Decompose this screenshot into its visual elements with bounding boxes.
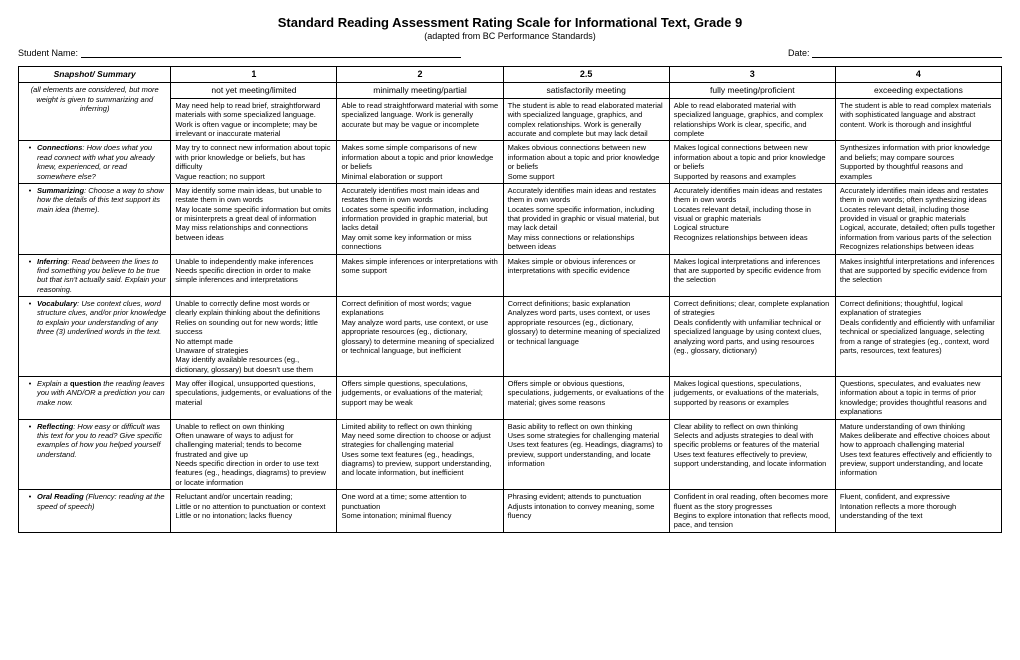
snapshot-cell: The student is able to read complex mate… <box>835 98 1001 141</box>
rubric-cell: Confident in oral reading, often becomes… <box>669 490 835 533</box>
criterion-header: •Vocabulary: Use context clues, word str… <box>19 297 171 377</box>
date-field[interactable]: Date: <box>788 47 1002 58</box>
snapshot-cell: Able to read straightforward material wi… <box>337 98 503 141</box>
scale-label: minimally meeting/partial <box>337 83 503 99</box>
snapshot-cell: Able to read elaborated material with sp… <box>669 98 835 141</box>
rubric-cell: Phrasing evident; attends to punctuation… <box>503 490 669 533</box>
rubric-cell: Accurately identifies main ideas and res… <box>835 183 1001 254</box>
rubric-cell: Basic ability to reflect on own thinking… <box>503 419 669 490</box>
rubric-cell: Correct definitions; clear, complete exp… <box>669 297 835 377</box>
scale-label: fully meeting/proficient <box>669 83 835 99</box>
rubric-cell: Makes logical connections between new in… <box>669 141 835 184</box>
scale-label: not yet meeting/limited <box>171 83 337 99</box>
scale-label: exceeding expectations <box>835 83 1001 99</box>
rubric-cell: Makes logical questions, speculations, j… <box>669 377 835 420</box>
snapshot-cell: May need help to read brief, straightfor… <box>171 98 337 141</box>
rubric-cell: Fluent, confident, and expressiveIntonat… <box>835 490 1001 533</box>
rubric-cell: Correct definition of most words; vague … <box>337 297 503 377</box>
rubric-cell: Unable to independently make inferencesN… <box>171 254 337 297</box>
col-header-snapshot: Snapshot/ Summary <box>19 67 171 83</box>
rubric-cell: Clear ability to reflect on own thinking… <box>669 419 835 490</box>
rubric-table: Snapshot/ Summary122.534 (all elements ar… <box>18 66 1002 533</box>
page-title: Standard Reading Assessment Rating Scale… <box>18 15 1002 30</box>
rubric-cell: Makes simple inferences or interpretatio… <box>337 254 503 297</box>
criterion-header: •Oral Reading (Fluency: reading at the s… <box>19 490 171 533</box>
rubric-cell: Unable to reflect on own thinkingOften u… <box>171 419 337 490</box>
page-subtitle: (adapted from BC Performance Standards) <box>18 31 1002 41</box>
rubric-cell: Correct definitions; thoughtful, logical… <box>835 297 1001 377</box>
rubric-cell: Makes obvious connections between new in… <box>503 141 669 184</box>
criterion-header: •Connections: How does what you read con… <box>19 141 171 184</box>
col-header: 2.5 <box>503 67 669 83</box>
rubric-cell: Limited ability to reflect on own thinki… <box>337 419 503 490</box>
rubric-cell: Makes some simple comparisons of new inf… <box>337 141 503 184</box>
rubric-cell: Makes simple or obvious inferences or in… <box>503 254 669 297</box>
col-header: 4 <box>835 67 1001 83</box>
rubric-cell: Makes logical interpretations and infere… <box>669 254 835 297</box>
criterion-header: •Reflecting: How easy or difficult was t… <box>19 419 171 490</box>
rubric-cell: Questions, speculates, and evaluates new… <box>835 377 1001 420</box>
rubric-cell: Accurately identifies main ideas and res… <box>503 183 669 254</box>
col-header: 3 <box>669 67 835 83</box>
snapshot-cell: The student is able to read elaborated m… <box>503 98 669 141</box>
col-header: 2 <box>337 67 503 83</box>
criterion-header: •Inferring: Read between the lines to fi… <box>19 254 171 297</box>
rubric-cell: Unable to correctly define most words or… <box>171 297 337 377</box>
criterion-header: •Summarizing: Choose a way to show how t… <box>19 183 171 254</box>
rubric-cell: Synthesizes information with prior knowl… <box>835 141 1001 184</box>
rubric-cell: May offer illogical, unsupported questio… <box>171 377 337 420</box>
col-header: 1 <box>171 67 337 83</box>
student-name-field[interactable]: Student Name: <box>18 47 461 58</box>
criterion-header: •Explain a question the reading leaves y… <box>19 377 171 420</box>
rubric-cell: Accurately identifies main ideas and res… <box>669 183 835 254</box>
rubric-cell: Correct definitions; basic explanationAn… <box>503 297 669 377</box>
rubric-cell: Offers simple questions, speculations, j… <box>337 377 503 420</box>
name-date-row: Student Name: Date: <box>18 47 1002 58</box>
rubric-cell: One word at a time; some attention to pu… <box>337 490 503 533</box>
rubric-cell: Accurately identifies most main ideas an… <box>337 183 503 254</box>
rubric-cell: May identify some main ideas, but unable… <box>171 183 337 254</box>
rubric-cell: Makes insightful interpretations and inf… <box>835 254 1001 297</box>
rubric-cell: Reluctant and/or uncertain reading;Littl… <box>171 490 337 533</box>
rubric-cell: Offers simple or obvious questions, spec… <box>503 377 669 420</box>
rubric-cell: Mature understanding of own thinkingMake… <box>835 419 1001 490</box>
rubric-cell: May try to connect new information about… <box>171 141 337 184</box>
scale-label: satisfactorily meeting <box>503 83 669 99</box>
snapshot-description: (all elements are considered, but more w… <box>19 83 171 141</box>
